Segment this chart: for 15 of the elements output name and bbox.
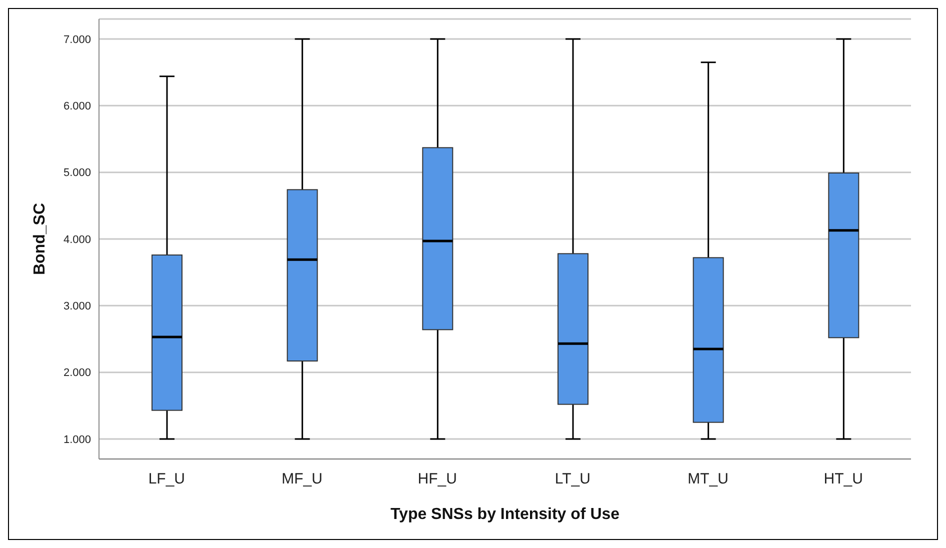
y-tick-label: 5.000 xyxy=(63,167,91,180)
x-tick-label: HF_U xyxy=(418,470,457,488)
y-tick-label: 3.000 xyxy=(63,300,91,313)
y-tick-label: 2.000 xyxy=(63,367,91,380)
y-tick-label: 4.000 xyxy=(63,234,91,246)
x-tick-label: LF_U xyxy=(148,470,186,488)
y-tick-label: 1.000 xyxy=(63,434,91,446)
y-tick-label: 7.000 xyxy=(63,34,91,46)
y-axis-title: Bond_SC xyxy=(32,202,49,275)
x-tick-label: MT_U xyxy=(688,470,728,488)
x-tick-label: HT_U xyxy=(824,470,863,488)
x-tick-label: MF_U xyxy=(282,470,322,488)
y-tick-label: 6.000 xyxy=(63,100,91,113)
x-tick-label: LT_U xyxy=(554,470,590,488)
x-axis-title: Type SNSs by Intensity of Use xyxy=(390,506,620,523)
